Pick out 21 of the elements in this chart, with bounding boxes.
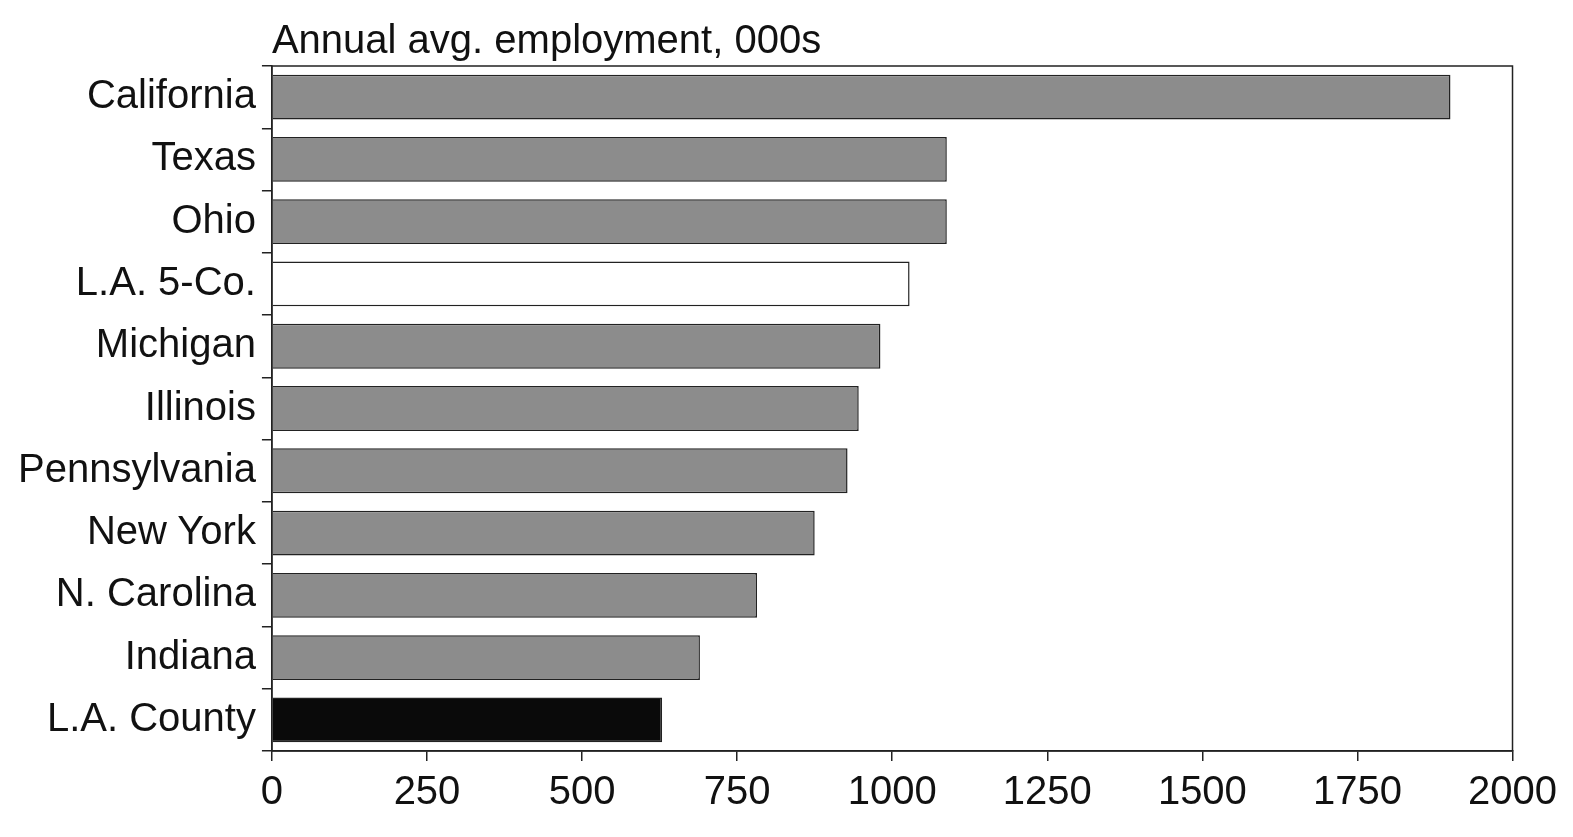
x-tick-label: 0: [260, 768, 284, 813]
chart-title: Annual avg. employment, 000s: [271, 17, 822, 62]
y-tick-label: Texas: [151, 134, 256, 179]
x-tick-label: 2000: [1468, 768, 1557, 813]
y-tick-label: Pennsylvania: [17, 445, 257, 490]
y-tick-label: L.A. County: [46, 694, 256, 739]
y-tick-label: Michigan: [95, 321, 256, 366]
x-tick-label: 1750: [1312, 768, 1402, 813]
x-tick-label: 1000: [847, 768, 937, 813]
y-tick-label: New York: [86, 508, 257, 553]
x-tick-label: 1500: [1157, 768, 1247, 813]
y-tick-label: Ohio: [171, 196, 256, 241]
x-tick-label: 250: [393, 768, 461, 813]
y-tick-label: N. Carolina: [55, 570, 257, 615]
y-tick-label: Illinois: [144, 383, 256, 428]
y-tick-label: L.A. 5-Co.: [75, 258, 256, 303]
y-tick-label: California: [86, 72, 257, 117]
x-tick-label: 750: [703, 768, 771, 813]
y-tick-label: Indiana: [124, 632, 257, 677]
x-tick-label: 1250: [1002, 768, 1092, 813]
x-tick-label: 500: [548, 768, 616, 813]
